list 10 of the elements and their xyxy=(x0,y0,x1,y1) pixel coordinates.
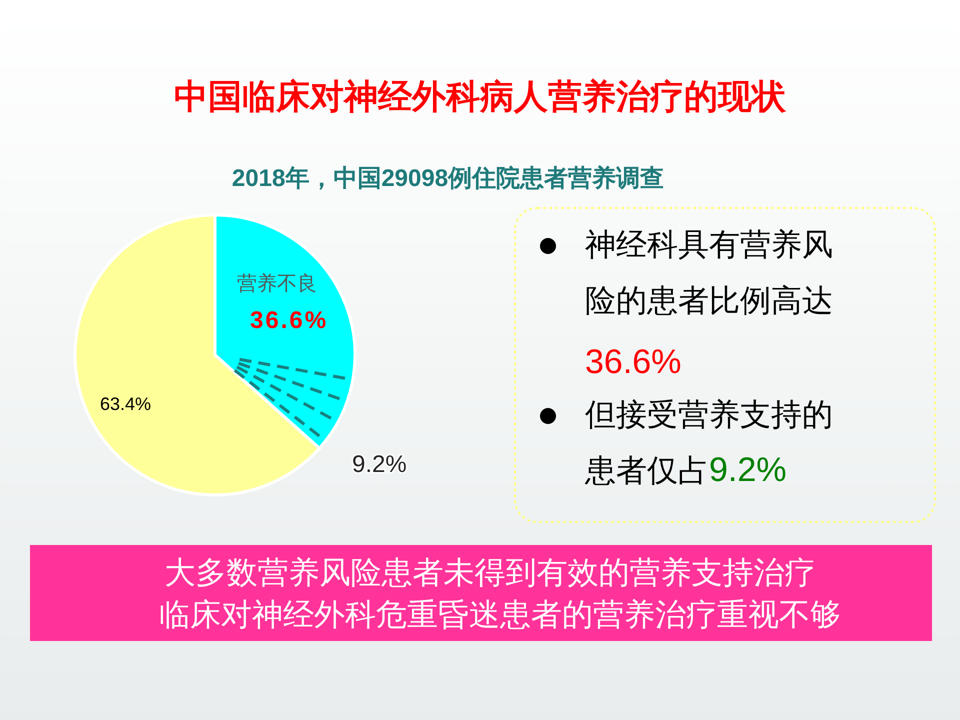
text: 2018年，中国29098例住院患者营养调查 xyxy=(232,165,664,192)
slice-label: 营养不良 xyxy=(237,273,317,295)
data-label: 63.4% xyxy=(100,394,152,414)
data-label: 36.6% xyxy=(250,307,328,334)
text: 临床对神经外科危重昏迷患者的营养治疗重视不够 xyxy=(159,597,841,632)
text: 神经科具有营养风险的患者比例高达36.6% xyxy=(585,227,833,381)
text: 大多数营养风险患者未得到有效的营养支持治疗 xyxy=(164,555,816,590)
text: 中国临床对神经外科病人营养治疗的现状 xyxy=(174,78,787,116)
text: 9.2% xyxy=(352,451,407,478)
text: 但接受营养支持的患者仅占9.2% xyxy=(584,397,833,489)
